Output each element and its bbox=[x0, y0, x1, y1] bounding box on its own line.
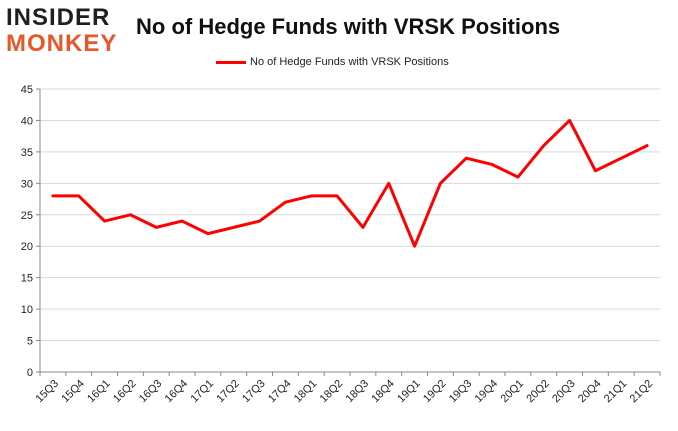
x-tick-label: 19Q4 bbox=[473, 378, 501, 406]
x-tick-label: 15Q4 bbox=[59, 378, 87, 406]
x-tick-label: 18Q1 bbox=[292, 378, 320, 406]
y-tick-label: 0 bbox=[27, 367, 33, 379]
legend-label: No of Hedge Funds with VRSK Positions bbox=[250, 56, 449, 68]
x-tick-label: 20Q4 bbox=[576, 378, 604, 406]
logo-line-1: INSIDER bbox=[6, 4, 111, 31]
x-tick-label: 18Q3 bbox=[344, 378, 372, 406]
y-tick-label: 20 bbox=[21, 241, 33, 253]
x-tick-label: 16Q1 bbox=[85, 378, 113, 406]
y-tick-label: 45 bbox=[21, 84, 33, 96]
x-tick-label: 15Q3 bbox=[34, 378, 62, 406]
x-tick-label: 16Q3 bbox=[137, 378, 165, 406]
y-tick-label: 25 bbox=[21, 210, 33, 222]
chart-title: No of Hedge Funds with VRSK Positions bbox=[136, 14, 561, 39]
x-tick-label: 20Q3 bbox=[550, 378, 578, 406]
series-line bbox=[51, 118, 649, 248]
x-tick-label: 19Q3 bbox=[447, 378, 475, 406]
y-tick-label: 30 bbox=[21, 178, 33, 190]
y-tick-label: 40 bbox=[21, 115, 33, 127]
x-tick-label: 20Q2 bbox=[524, 378, 552, 406]
x-tick-label: 21Q2 bbox=[628, 378, 656, 406]
legend-swatch bbox=[216, 60, 246, 64]
y-tick-label: 5 bbox=[27, 336, 33, 348]
x-tick-label: 17Q1 bbox=[189, 378, 217, 406]
x-tick-label: 16Q4 bbox=[163, 378, 191, 406]
x-tick-label: 19Q2 bbox=[421, 378, 449, 406]
x-tick-label: 18Q4 bbox=[369, 378, 397, 406]
x-tick-label: 18Q2 bbox=[318, 378, 346, 406]
insider-monkey-logo: INSIDER MONKEY bbox=[6, 6, 128, 58]
x-tick-label: 17Q2 bbox=[214, 378, 242, 406]
x-tick-label: 20Q1 bbox=[499, 378, 527, 406]
y-tick-label: 35 bbox=[21, 147, 33, 159]
y-tick-label: 10 bbox=[21, 304, 33, 316]
x-tick-label: 19Q1 bbox=[395, 378, 423, 406]
x-tick-label: 16Q2 bbox=[111, 378, 139, 406]
x-tick-label: 17Q4 bbox=[266, 378, 294, 406]
x-tick-label: 17Q3 bbox=[240, 378, 268, 406]
y-tick-label: 15 bbox=[21, 273, 33, 285]
chart-legend: No of Hedge Funds with VRSK Positions bbox=[216, 55, 449, 69]
logo-line-2: MONKEY bbox=[6, 30, 118, 57]
x-tick-label: 21Q1 bbox=[602, 378, 630, 406]
